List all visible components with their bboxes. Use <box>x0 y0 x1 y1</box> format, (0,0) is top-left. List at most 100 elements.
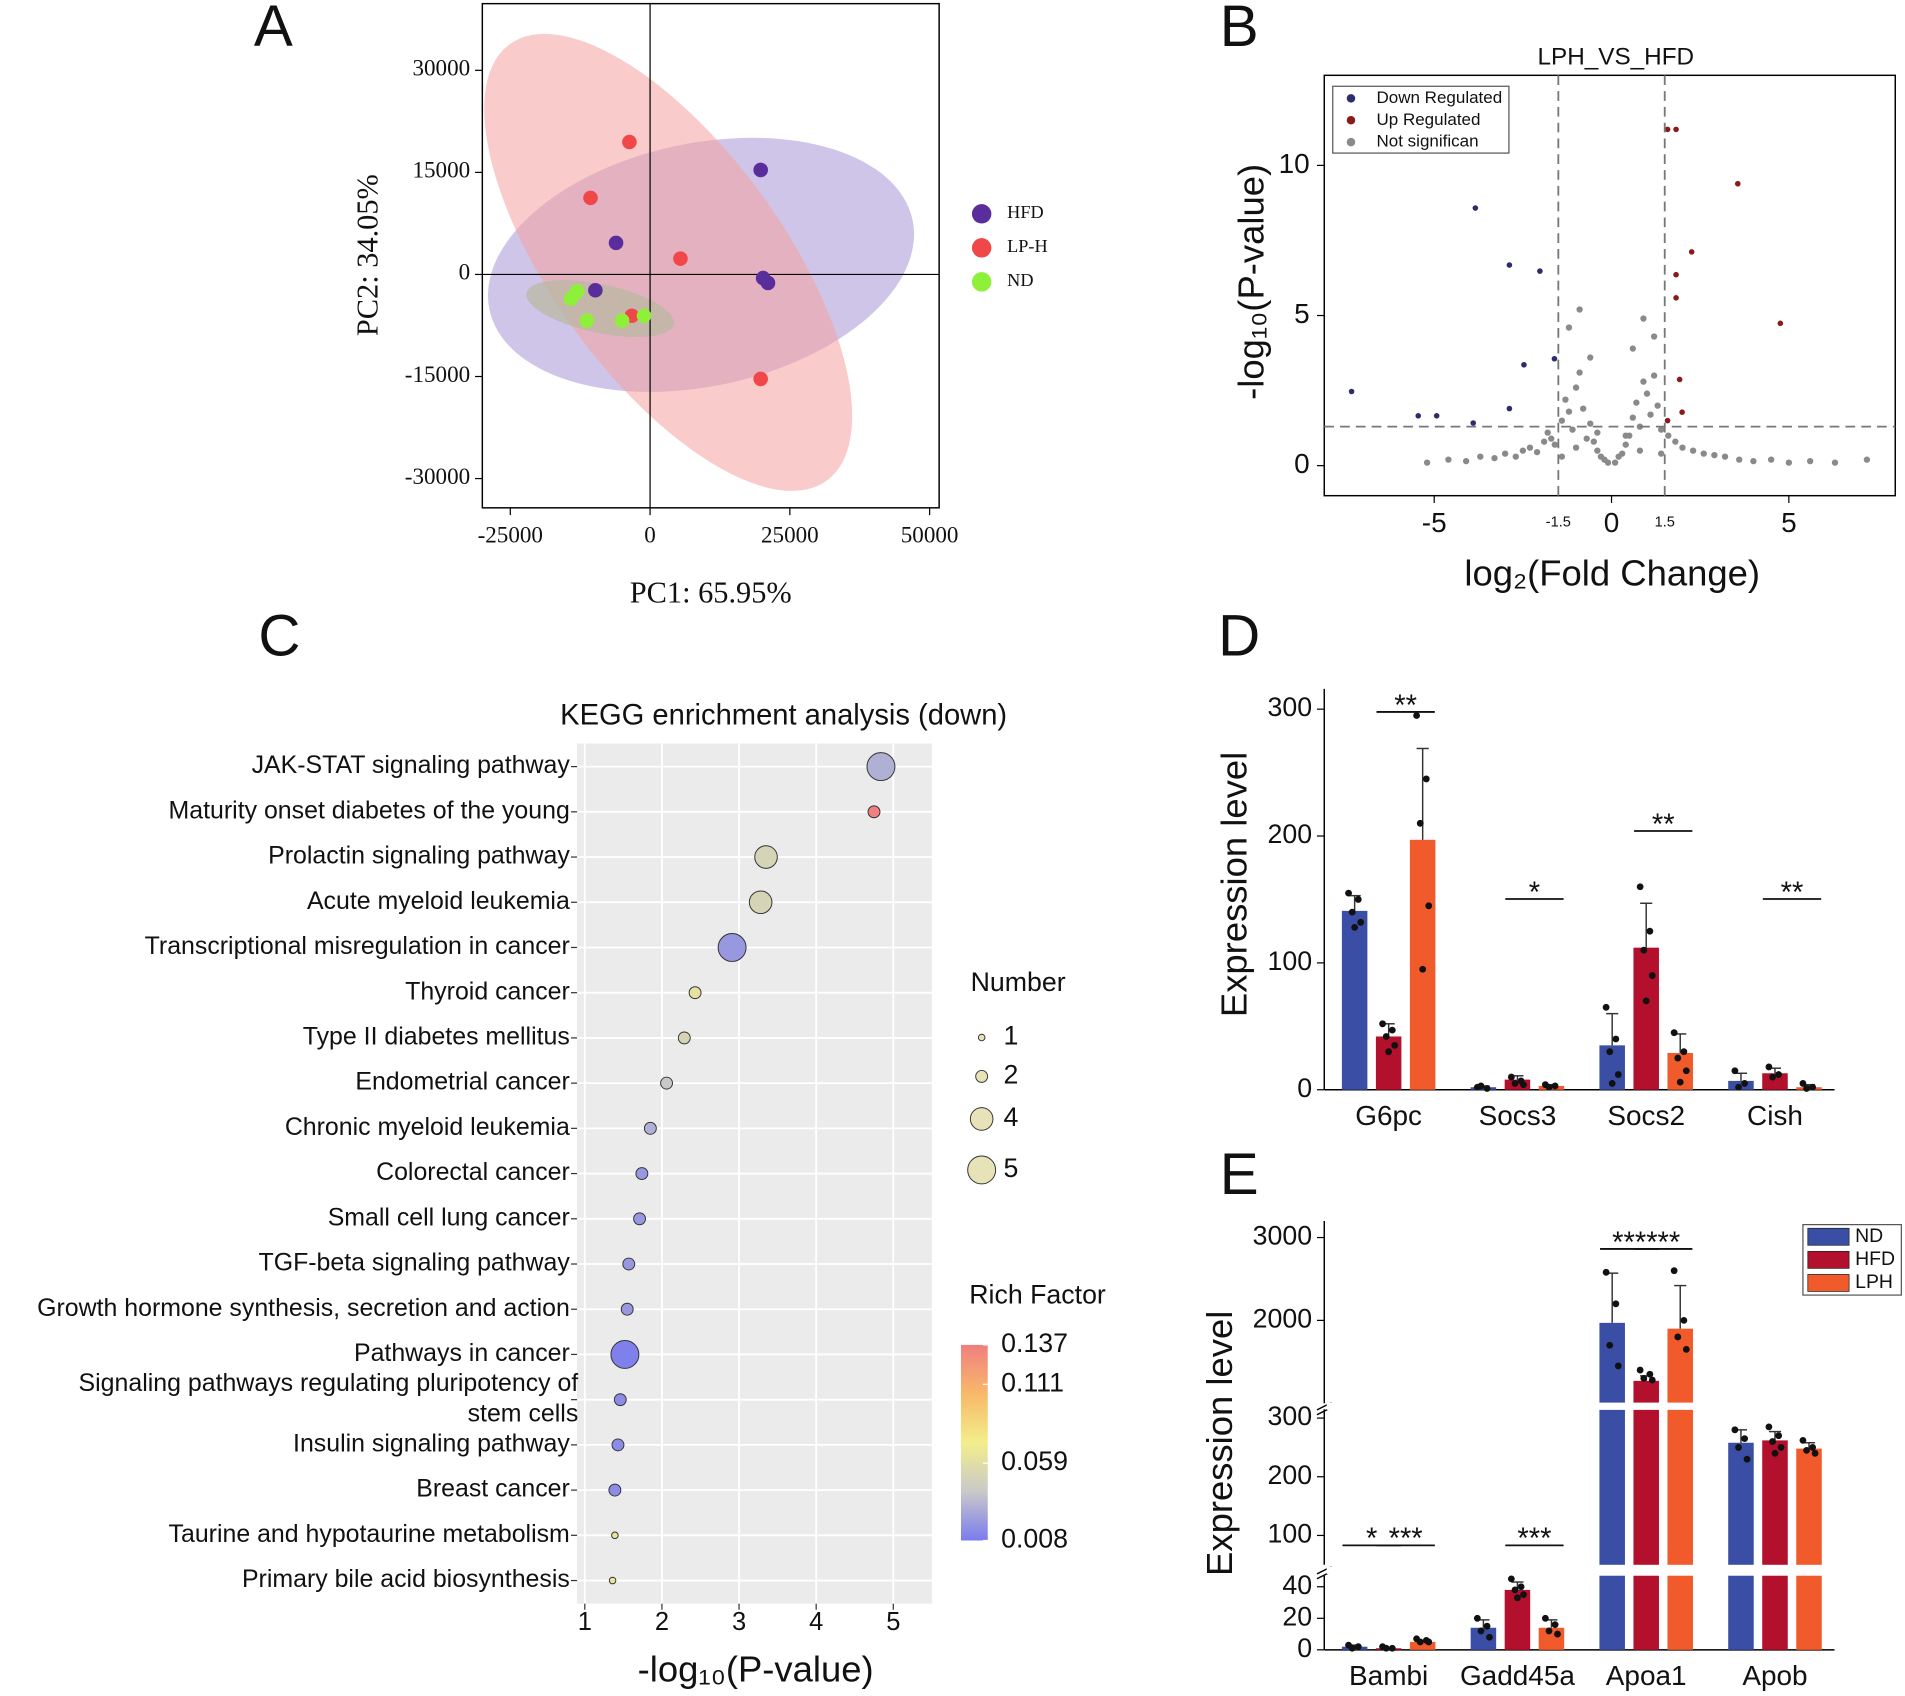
data-point <box>1425 1638 1433 1646</box>
x-tick-label: 0 <box>1604 507 1620 538</box>
bar <box>1599 1409 1625 1565</box>
point <box>1580 405 1587 412</box>
data-point <box>1507 1073 1515 1081</box>
y-tick-label: Breast cancer <box>416 1475 570 1503</box>
bubble <box>608 1483 622 1497</box>
point <box>1721 453 1729 460</box>
bar <box>1667 1409 1693 1565</box>
legend-label: Up Regulated <box>1377 110 1481 129</box>
legend-marker <box>971 238 992 258</box>
data-point <box>1606 1048 1614 1056</box>
data-point <box>1614 1362 1622 1370</box>
y-tick-label: Small cell lung cancer <box>328 1203 570 1231</box>
size-legend-marker <box>969 1107 994 1131</box>
point <box>1415 413 1422 419</box>
y-tick-label: -15000 <box>405 361 470 387</box>
data-point <box>1799 1080 1807 1087</box>
legend-swatch <box>1807 1227 1850 1246</box>
legend-label: Down Regulated <box>1377 88 1503 107</box>
point <box>1551 441 1558 448</box>
point <box>1777 320 1784 327</box>
data-point <box>1682 1067 1690 1075</box>
x-axis-label: PC1: 65.95% <box>630 575 792 609</box>
point <box>1565 324 1573 331</box>
bubble <box>717 933 747 962</box>
bubble <box>754 845 778 869</box>
x-tick-label: -5 <box>1422 507 1447 538</box>
bubble <box>866 752 896 782</box>
legend-label: HFD <box>1855 1248 1895 1270</box>
y-tick-label: Prolactin signaling pathway <box>268 842 570 870</box>
point <box>1700 450 1707 457</box>
data-point <box>1769 1438 1776 1445</box>
data-point <box>1483 1085 1491 1092</box>
size-legend-label: 2 <box>1004 1059 1019 1089</box>
x-tick-label: Socs2 <box>1607 1100 1685 1131</box>
point <box>1533 448 1541 456</box>
y-tick-label: Pathways in cancer <box>354 1339 570 1367</box>
bar <box>1470 1627 1497 1650</box>
y-tick-label: Chronic myeloid leukemia <box>285 1113 570 1141</box>
data-point <box>1614 1071 1622 1078</box>
point <box>1491 454 1498 462</box>
x-tick-label: 4 <box>809 1608 823 1636</box>
point <box>1806 457 1814 465</box>
bar <box>1762 1440 1788 1565</box>
data-point <box>1743 1455 1751 1463</box>
data-point <box>1642 997 1650 1005</box>
data-point <box>1357 918 1365 926</box>
data-point <box>1416 1638 1424 1646</box>
legend-swatch <box>1807 1274 1850 1292</box>
significance-label: *** <box>1517 1523 1551 1555</box>
point <box>1562 396 1569 403</box>
bubble <box>660 1076 673 1090</box>
size-legend-marker <box>975 1069 989 1083</box>
point <box>1433 413 1440 419</box>
significance-label: * <box>1366 1523 1377 1555</box>
point <box>1734 180 1741 187</box>
data-point <box>1809 1083 1817 1091</box>
point <box>1673 126 1679 133</box>
bar <box>1633 947 1659 1090</box>
point <box>1629 345 1636 352</box>
point <box>1569 426 1576 433</box>
data-point <box>1551 1621 1559 1629</box>
data-point <box>1799 1436 1807 1444</box>
chart-title: KEGG enrichment analysis (down) <box>560 699 1007 731</box>
data-point <box>1477 1082 1485 1090</box>
data-point <box>1771 1449 1779 1457</box>
point <box>1688 249 1695 255</box>
data-point <box>1674 1333 1682 1341</box>
point <box>1526 444 1534 451</box>
point <box>1658 426 1665 433</box>
legend-marker <box>1346 116 1356 125</box>
x-tick-label: 5 <box>886 1608 900 1636</box>
data-point <box>1354 896 1362 903</box>
bar <box>1762 1575 1788 1650</box>
data-point <box>1520 1591 1527 1599</box>
data-point <box>1388 1644 1396 1652</box>
size-legend-label: 1 <box>1004 1021 1019 1051</box>
point <box>1643 390 1651 397</box>
y-tick-label: Signaling pathways regulating pluripoten… <box>78 1369 578 1427</box>
bar <box>1409 839 1436 1090</box>
bar <box>1728 1442 1754 1565</box>
y-tick-label: 30000 <box>412 55 470 81</box>
y-tick-label: 15000 <box>412 157 470 183</box>
data-point <box>1419 965 1427 973</box>
point <box>1650 333 1658 340</box>
point <box>1572 384 1580 391</box>
point <box>583 190 598 206</box>
data-point <box>1670 1029 1678 1037</box>
point <box>1477 453 1484 460</box>
point <box>1537 268 1543 274</box>
data-point <box>1514 1594 1521 1602</box>
x-tick-label: 5 <box>1781 507 1797 538</box>
y-tick-label: Acute myeloid leukemia <box>307 887 570 915</box>
bar <box>1599 1575 1625 1650</box>
x-tick-label: 2 <box>655 1608 669 1636</box>
point <box>1470 420 1477 426</box>
x-tick-label: 1 <box>578 1608 592 1636</box>
point <box>1622 432 1629 439</box>
